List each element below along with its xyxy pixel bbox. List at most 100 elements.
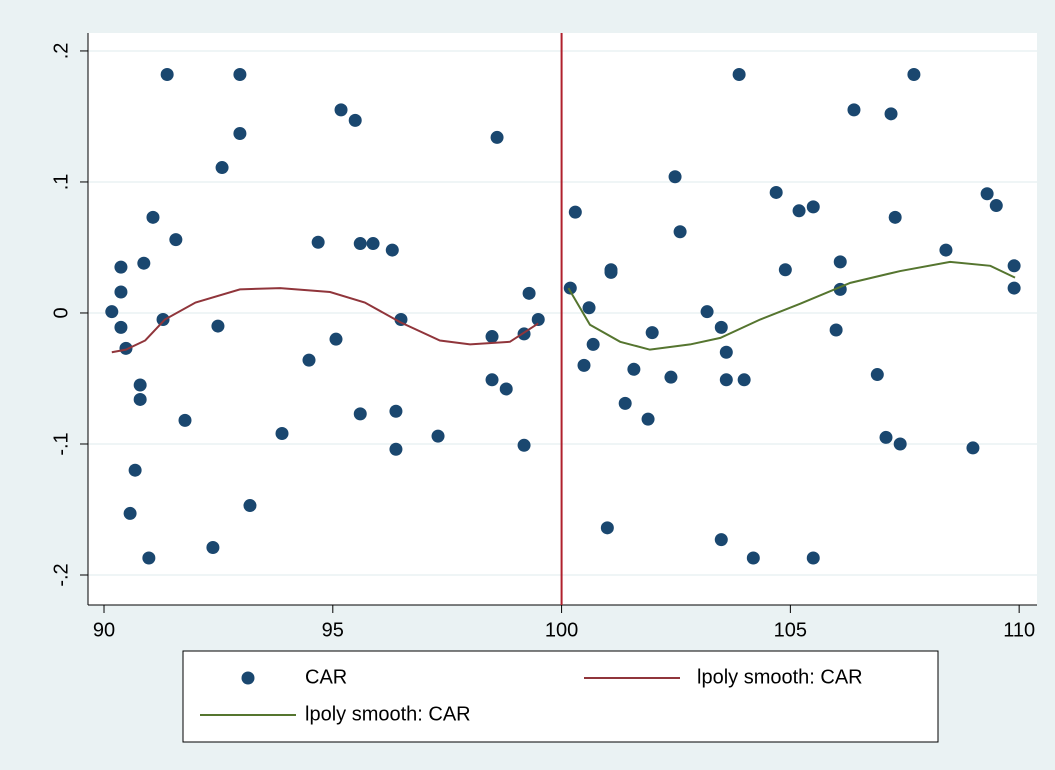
smooth-line bbox=[567, 260, 1016, 351]
point bbox=[1007, 281, 1021, 295]
point bbox=[334, 103, 348, 117]
point bbox=[833, 255, 847, 269]
point bbox=[389, 404, 403, 418]
legend-label: lpoly smooth: CAR bbox=[697, 666, 863, 688]
y-tick-label: .2 bbox=[50, 43, 72, 60]
point bbox=[160, 68, 174, 82]
point bbox=[366, 237, 380, 251]
point bbox=[939, 243, 953, 257]
point bbox=[888, 210, 902, 224]
point bbox=[119, 341, 133, 355]
point bbox=[522, 286, 536, 300]
point bbox=[568, 205, 582, 219]
point bbox=[178, 413, 192, 427]
point bbox=[563, 281, 577, 295]
point bbox=[211, 319, 225, 333]
point bbox=[792, 204, 806, 218]
point bbox=[233, 126, 247, 140]
point bbox=[233, 68, 247, 82]
point bbox=[385, 243, 399, 257]
point bbox=[604, 265, 618, 279]
point bbox=[485, 373, 499, 387]
point bbox=[123, 506, 137, 520]
point bbox=[394, 313, 408, 327]
point bbox=[746, 551, 760, 565]
point bbox=[769, 185, 783, 199]
point bbox=[582, 301, 596, 315]
point bbox=[353, 237, 367, 251]
point bbox=[732, 68, 746, 82]
point bbox=[989, 199, 1003, 213]
point bbox=[206, 540, 220, 554]
point bbox=[133, 392, 147, 406]
point bbox=[275, 427, 289, 441]
y-tick-label: .1 bbox=[50, 174, 72, 191]
point bbox=[490, 130, 504, 144]
point bbox=[600, 521, 614, 535]
point bbox=[618, 396, 632, 410]
point bbox=[485, 330, 499, 344]
point bbox=[907, 68, 921, 82]
point bbox=[329, 332, 343, 346]
point bbox=[105, 305, 119, 319]
point bbox=[169, 233, 183, 247]
point bbox=[114, 260, 128, 274]
point bbox=[847, 103, 861, 117]
point bbox=[806, 551, 820, 565]
point bbox=[146, 210, 160, 224]
point bbox=[311, 235, 325, 249]
point bbox=[714, 320, 728, 334]
point bbox=[302, 353, 316, 367]
point bbox=[586, 337, 600, 351]
legend-box bbox=[182, 650, 939, 743]
x-tick-label: 95 bbox=[322, 619, 344, 641]
point bbox=[966, 441, 980, 455]
point bbox=[719, 345, 733, 359]
x-tick-label: 105 bbox=[774, 619, 807, 641]
smooth-line bbox=[111, 287, 539, 354]
y-tick-label: -.2 bbox=[50, 563, 72, 586]
point bbox=[719, 373, 733, 387]
point bbox=[641, 412, 655, 426]
point bbox=[829, 323, 843, 337]
point bbox=[737, 373, 751, 387]
point bbox=[114, 320, 128, 334]
point bbox=[673, 225, 687, 239]
point bbox=[879, 430, 893, 444]
point bbox=[389, 442, 403, 456]
point bbox=[870, 368, 884, 382]
point bbox=[627, 362, 641, 376]
legend-label: CAR bbox=[305, 666, 347, 688]
point bbox=[893, 437, 907, 451]
y-tick-label: 0 bbox=[50, 307, 72, 318]
point bbox=[700, 305, 714, 319]
point bbox=[156, 313, 170, 327]
y-tick-label: -.1 bbox=[50, 432, 72, 455]
point bbox=[142, 551, 156, 565]
point bbox=[645, 326, 659, 340]
point bbox=[348, 113, 362, 127]
point bbox=[128, 463, 142, 477]
point bbox=[577, 358, 591, 372]
point bbox=[884, 107, 898, 121]
point bbox=[114, 285, 128, 299]
point bbox=[778, 263, 792, 277]
point bbox=[431, 429, 445, 443]
point bbox=[215, 161, 229, 175]
legend-marker bbox=[241, 671, 255, 685]
point bbox=[517, 438, 531, 452]
x-tick-label: 100 bbox=[545, 619, 578, 641]
point bbox=[243, 499, 257, 513]
legend-label: lpoly smooth: CAR bbox=[305, 703, 471, 725]
point bbox=[806, 200, 820, 214]
point bbox=[668, 170, 682, 184]
x-tick-label: 90 bbox=[93, 619, 115, 641]
point bbox=[133, 378, 147, 392]
point bbox=[137, 256, 151, 270]
point bbox=[499, 382, 513, 396]
point bbox=[531, 313, 545, 327]
point bbox=[714, 533, 728, 547]
point bbox=[980, 187, 994, 201]
point bbox=[1007, 259, 1021, 273]
